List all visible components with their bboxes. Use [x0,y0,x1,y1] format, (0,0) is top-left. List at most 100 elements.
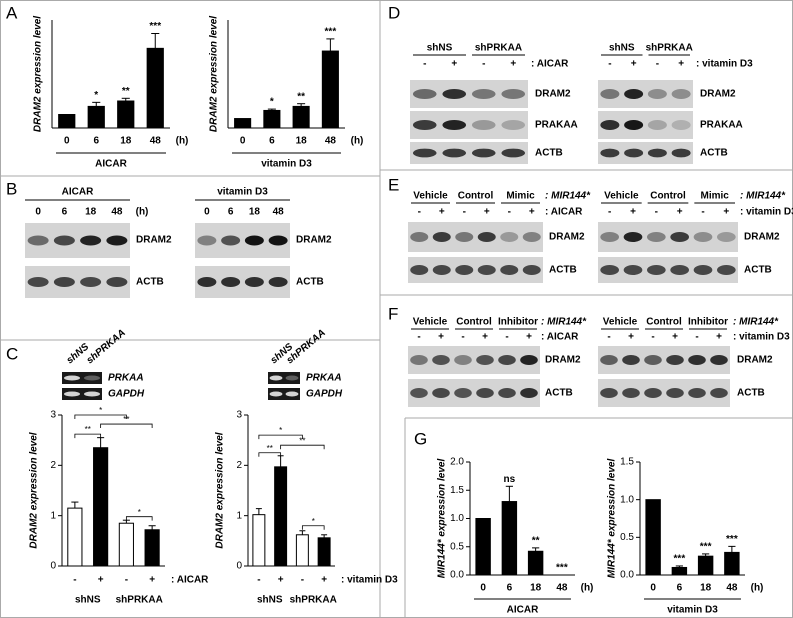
significance-label: *** [325,27,337,38]
band [600,89,620,99]
band [410,355,428,365]
band [520,355,538,365]
band [442,120,467,130]
group-label: Vehicle [603,317,638,328]
band [710,388,728,398]
bar [118,522,134,567]
row-label: DRAM2 [545,355,581,366]
y-tick-label: 0.0 [620,570,634,581]
x-tick-label: - [257,575,260,586]
bar [117,100,135,129]
band [106,277,128,287]
group-label: Control [646,317,682,328]
x-unit: (h) [581,583,594,594]
sign-label: + [526,332,532,343]
band [500,265,519,275]
sign-label: - [701,207,704,218]
group-label: shNS [609,43,635,54]
x-tick-label: 18 [120,136,132,147]
band [522,232,541,242]
blot [410,142,528,164]
band [53,277,75,287]
row-label: ACTB [744,265,772,276]
sign-label: + [484,207,490,218]
bar [234,118,252,129]
x-tick-label: 18 [530,583,542,594]
bracket-label: * [138,508,141,517]
y-axis-label: DRAM2 expression level [209,16,220,132]
band [477,232,496,242]
band [624,89,644,99]
bar [292,105,310,129]
x-tick-label: + [321,575,327,586]
y-tick-label: 1.0 [450,513,464,524]
group-label: Inhibitor [498,317,538,328]
panel-letter: F [388,304,398,323]
group-header: : MIR144* [541,317,587,328]
panel-letter: C [6,344,18,363]
band [477,265,496,275]
sign-label: + [678,59,684,70]
row-label: PRAKAA [535,120,578,131]
bar [252,514,266,567]
x-tick-label: 0 [240,136,246,147]
bar [501,501,518,576]
blot [408,379,540,407]
band [432,388,450,398]
gel-band [64,391,80,397]
sign-label: - [607,332,610,343]
blot [598,379,730,407]
bracket-label: * [279,426,282,435]
band [412,148,437,158]
row-label: ACTB [737,388,765,399]
group-label: Mimic [700,191,729,202]
sign-label: - [417,332,420,343]
band [624,120,644,130]
band [622,355,640,365]
band [80,277,102,287]
group-label: AICAR [507,605,539,616]
gel [268,372,300,384]
band [53,235,75,246]
band [412,89,437,99]
significance-bracket [125,516,153,521]
band [693,265,713,275]
y-tick-label: 2 [236,460,242,471]
y-axis-label: MIR144* expression level [607,459,618,579]
band [455,265,474,275]
row-label: PRKAA [108,373,144,384]
y-axis-label: MIR144* expression level [437,459,448,579]
panel-letter: D [388,3,400,22]
significance-label: *** [556,563,568,574]
row-label: ACTB [700,148,728,159]
lane-label: 0 [35,207,41,218]
significance-bracket [100,423,153,429]
band [410,265,429,275]
band [244,235,264,246]
band [671,120,691,130]
bracket-label: ** [85,425,91,434]
row-label: GAPDH [306,389,343,400]
sign-label: - [505,332,508,343]
band [454,355,472,365]
gel [268,388,300,400]
band [432,232,451,242]
x-tick-label: + [149,575,155,586]
band [197,277,217,287]
group-label: AICAR [95,159,127,170]
sign-label: + [630,207,636,218]
gel-band [269,391,283,397]
blot [598,346,730,374]
band [670,232,690,242]
x-tick-label: 6 [677,583,683,594]
band [647,232,666,242]
band [647,148,667,158]
group-label: shPRKAA [290,595,337,606]
significance-bracket [280,444,325,450]
lane-label: 0 [204,207,210,218]
x-tick-label: 48 [726,583,738,594]
row-label: DRAM2 [700,89,736,100]
y-tick-label: 0.5 [450,541,464,552]
lane-label: 18 [249,207,261,218]
band [600,148,620,158]
